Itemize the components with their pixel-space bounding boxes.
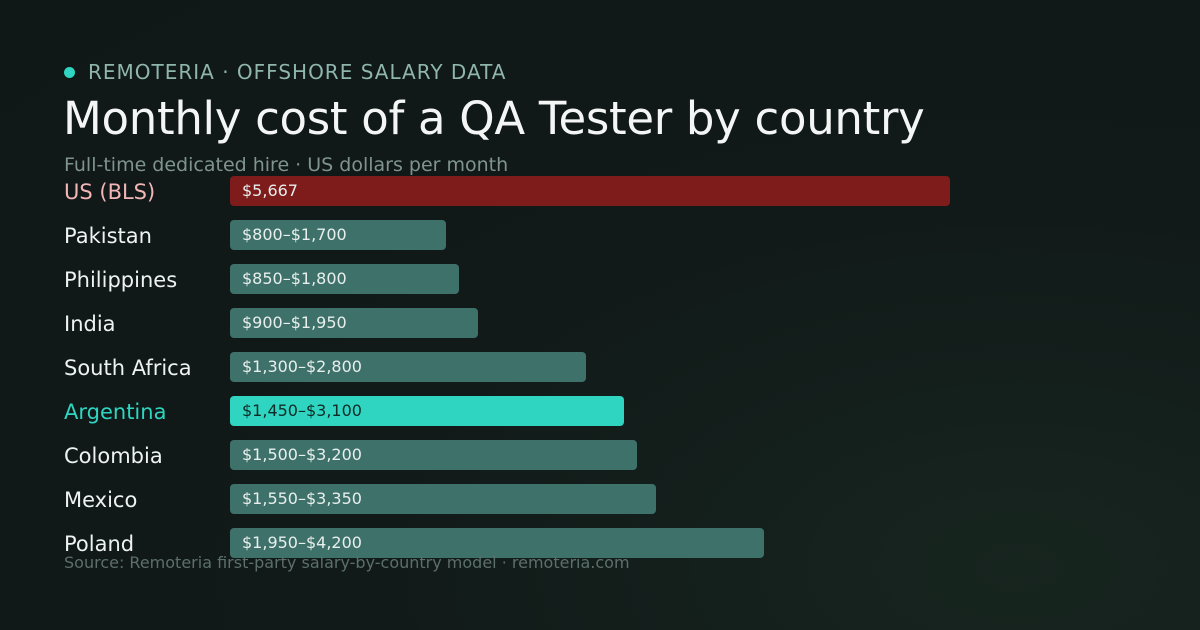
bar: $5,667 bbox=[230, 176, 950, 206]
bar: $1,500–$3,200 bbox=[230, 440, 637, 470]
brand-dot-icon bbox=[64, 66, 75, 78]
bar-value-label: $1,300–$2,800 bbox=[242, 357, 362, 376]
bar-row: South Africa $1,300–$2,800 bbox=[0, 352, 1200, 382]
category-label: Pakistan bbox=[64, 224, 152, 248]
bar: $1,550–$3,350 bbox=[230, 484, 656, 514]
bar-value-label: $850–$1,800 bbox=[242, 269, 347, 288]
category-label: Poland bbox=[64, 532, 135, 556]
bar: $900–$1,950 bbox=[230, 308, 478, 338]
bar-row: India $900–$1,950 bbox=[0, 308, 1200, 338]
bar: $800–$1,700 bbox=[230, 220, 446, 250]
bar: $1,300–$2,800 bbox=[230, 352, 586, 382]
category-label: Argentina bbox=[64, 400, 167, 424]
chart-title: Monthly cost of a QA Tester by country bbox=[63, 92, 925, 145]
category-label: South Africa bbox=[64, 356, 192, 380]
bar: $850–$1,800 bbox=[230, 264, 459, 294]
kicker: REMOTERIA · OFFSHORE SALARY DATA bbox=[64, 60, 506, 84]
bar-row: Poland $1,950–$4,200 bbox=[0, 528, 1200, 558]
bar: $1,950–$4,200 bbox=[230, 528, 764, 558]
category-label: India bbox=[64, 312, 116, 336]
bar-row: US (BLS) $5,667 bbox=[0, 176, 1200, 206]
bar-row: Pakistan $800–$1,700 bbox=[0, 220, 1200, 250]
bar-row: Mexico $1,550–$3,350 bbox=[0, 484, 1200, 514]
chart-subtitle: Full-time dedicated hire · US dollars pe… bbox=[64, 154, 509, 176]
bar-value-label: $900–$1,950 bbox=[242, 313, 347, 332]
bar-value-label: $800–$1,700 bbox=[242, 225, 347, 244]
category-label: Philippines bbox=[64, 268, 178, 292]
kicker-text: REMOTERIA · OFFSHORE SALARY DATA bbox=[88, 60, 507, 84]
bar-value-label: $1,500–$3,200 bbox=[242, 445, 362, 464]
source-note: Source: Remoteria first-party salary-by-… bbox=[64, 553, 630, 572]
category-label: Mexico bbox=[64, 488, 138, 512]
bar: $1,450–$3,100 bbox=[230, 396, 624, 426]
category-label: Colombia bbox=[64, 444, 163, 468]
bar-value-label: $1,950–$4,200 bbox=[242, 533, 362, 552]
bar-value-label: $1,550–$3,350 bbox=[242, 489, 362, 508]
bar-value-label: $5,667 bbox=[242, 181, 298, 200]
category-label: US (BLS) bbox=[64, 180, 156, 204]
bar-value-label: $1,450–$3,100 bbox=[242, 401, 362, 420]
bar-row: Argentina $1,450–$3,100 bbox=[0, 396, 1200, 426]
bar-row: Colombia $1,500–$3,200 bbox=[0, 440, 1200, 470]
bar-row: Philippines $850–$1,800 bbox=[0, 264, 1200, 294]
